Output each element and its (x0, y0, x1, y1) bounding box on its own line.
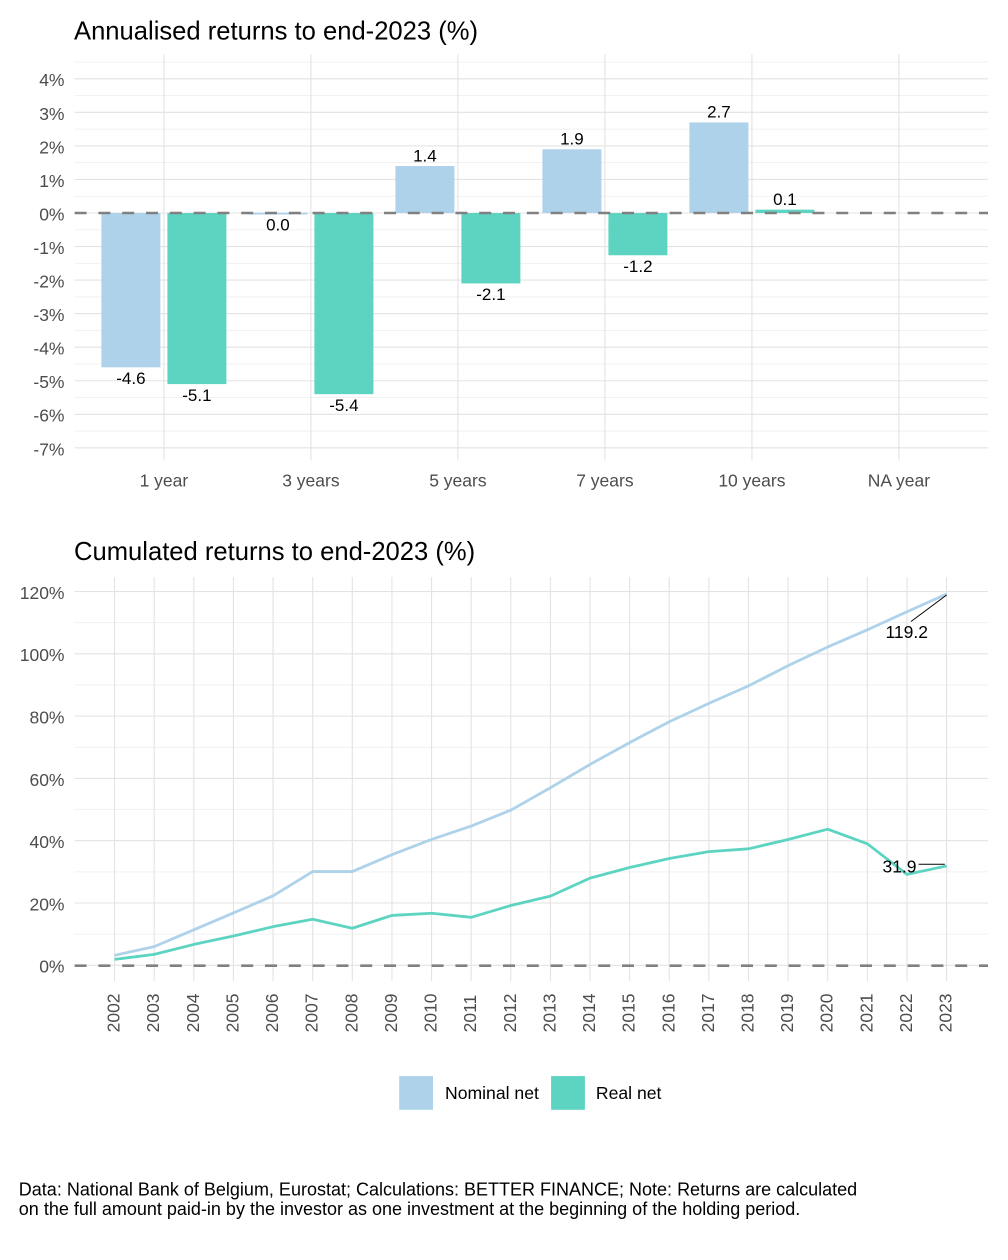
svg-text:2011: 2011 (460, 995, 480, 1033)
svg-text:Data: National Bank of Belgium: Data: National Bank of Belgium, Eurostat… (19, 1179, 857, 1199)
svg-text:1 year: 1 year (140, 471, 189, 491)
svg-text:2002: 2002 (104, 993, 124, 1032)
svg-text:3%: 3% (39, 104, 64, 124)
svg-text:-6%: -6% (33, 406, 64, 426)
svg-text:2007: 2007 (302, 993, 322, 1032)
svg-text:0.0: 0.0 (266, 216, 290, 235)
svg-text:-4.6: -4.6 (116, 369, 145, 388)
svg-text:-4%: -4% (33, 339, 64, 359)
svg-text:2013: 2013 (539, 993, 559, 1032)
svg-text:2014: 2014 (579, 993, 599, 1032)
svg-text:20%: 20% (29, 894, 64, 914)
svg-text:2022: 2022 (896, 993, 916, 1032)
svg-text:1.4: 1.4 (413, 146, 437, 165)
svg-text:Cumulated returns to end-2023: Cumulated returns to end-2023 (%) (74, 538, 475, 566)
svg-text:0%: 0% (39, 957, 64, 977)
svg-text:2021: 2021 (856, 993, 876, 1032)
svg-text:119.2: 119.2 (885, 622, 928, 642)
svg-text:2%: 2% (39, 137, 64, 157)
svg-text:3 years: 3 years (282, 471, 340, 491)
svg-text:2016: 2016 (658, 993, 678, 1032)
svg-text:-5.4: -5.4 (329, 396, 358, 415)
svg-text:2018: 2018 (738, 993, 758, 1032)
svg-text:0.1: 0.1 (773, 190, 797, 209)
svg-text:0%: 0% (39, 204, 64, 224)
svg-text:NA year: NA year (868, 471, 930, 491)
svg-text:-1%: -1% (33, 238, 64, 258)
svg-text:2015: 2015 (619, 993, 639, 1032)
svg-text:40%: 40% (29, 832, 64, 852)
svg-text:Real net: Real net (596, 1083, 662, 1103)
svg-text:5 years: 5 years (429, 471, 487, 491)
svg-text:2006: 2006 (262, 993, 282, 1032)
svg-text:2012: 2012 (500, 993, 520, 1032)
svg-text:on the full amount paid-in by: on the full amount paid-in by the invest… (19, 1199, 801, 1219)
svg-text:Annualised returns to end-2023: Annualised returns to end-2023 (%) (74, 18, 478, 46)
svg-text:-5.1: -5.1 (182, 386, 211, 405)
svg-text:2008: 2008 (341, 993, 361, 1032)
svg-text:2.7: 2.7 (707, 103, 731, 122)
svg-text:-5%: -5% (33, 372, 64, 392)
svg-text:2020: 2020 (817, 993, 837, 1032)
svg-text:2004: 2004 (183, 993, 203, 1032)
svg-text:2009: 2009 (381, 993, 401, 1032)
svg-text:2003: 2003 (143, 993, 163, 1032)
svg-text:1%: 1% (39, 171, 64, 191)
svg-text:2017: 2017 (698, 993, 718, 1032)
svg-text:2010: 2010 (421, 993, 441, 1032)
svg-text:120%: 120% (20, 583, 65, 603)
svg-text:100%: 100% (20, 645, 65, 665)
svg-text:7 years: 7 years (576, 471, 634, 491)
svg-text:-1.2: -1.2 (623, 257, 652, 276)
svg-text:2023: 2023 (936, 993, 956, 1032)
svg-text:2005: 2005 (222, 993, 242, 1032)
svg-text:1.9: 1.9 (560, 130, 584, 149)
svg-text:10 years: 10 years (718, 471, 785, 491)
svg-text:2019: 2019 (777, 993, 797, 1032)
svg-text:-7%: -7% (33, 439, 64, 459)
svg-text:-2%: -2% (33, 272, 64, 292)
svg-text:60%: 60% (29, 770, 64, 790)
svg-text:Nominal net: Nominal net (445, 1083, 539, 1103)
svg-text:4%: 4% (39, 70, 64, 90)
svg-text:80%: 80% (29, 708, 64, 728)
svg-text:-2.1: -2.1 (476, 285, 505, 304)
svg-text:-3%: -3% (33, 305, 64, 325)
svg-text:31.9: 31.9 (882, 856, 916, 876)
